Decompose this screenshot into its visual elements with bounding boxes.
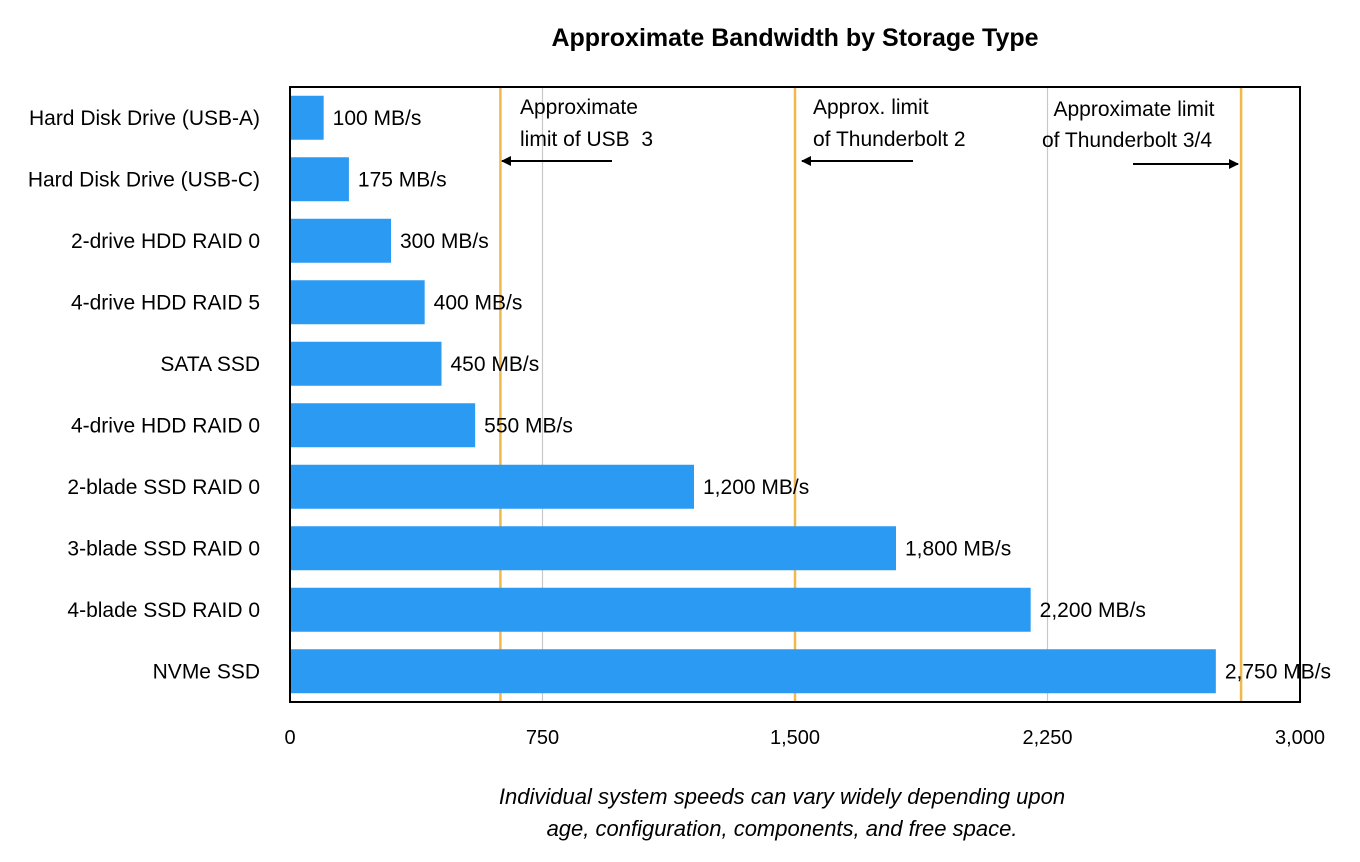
category-label: Hard Disk Drive (USB-C) bbox=[28, 168, 260, 191]
category-label: 4-drive HDD RAID 0 bbox=[71, 414, 260, 437]
category-label: 2-blade SSD RAID 0 bbox=[67, 476, 260, 499]
bar bbox=[291, 341, 442, 386]
bar bbox=[291, 280, 425, 325]
category-label: 4-blade SSD RAID 0 bbox=[67, 599, 260, 622]
bar bbox=[291, 218, 391, 263]
value-label: 300 MB/s bbox=[400, 230, 489, 253]
x-tick-label: 2,250 bbox=[1022, 727, 1072, 749]
category-label: 4-drive HDD RAID 5 bbox=[71, 291, 260, 314]
value-labels: 100 MB/s 175 MB/s 300 MB/s 400 MB/s 450 MB/s… bbox=[333, 107, 1331, 684]
reference-line-label: Approximate bbox=[520, 96, 638, 119]
bar bbox=[291, 526, 896, 571]
category-label: SATA SSD bbox=[160, 353, 260, 376]
footnote-line: Individual system speeds can vary widely… bbox=[499, 784, 1065, 809]
bars bbox=[291, 95, 1216, 694]
bar bbox=[291, 157, 349, 202]
value-label: 1,800 MB/s bbox=[905, 537, 1011, 560]
reference-line-label: Approximate limit bbox=[1053, 98, 1214, 121]
category-label: NVMe SSD bbox=[153, 660, 260, 683]
x-tick-label: 1,500 bbox=[770, 727, 820, 749]
bar bbox=[291, 403, 476, 448]
x-axis-ticks: 0 750 1,500 2,250 3,000 bbox=[284, 727, 1325, 749]
bar bbox=[291, 587, 1031, 632]
value-label: 2,750 MB/s bbox=[1225, 660, 1331, 683]
annotations: Approximate limit of USB 3 Approx. limit of… bbox=[501, 96, 1239, 169]
x-tick-label: 750 bbox=[526, 727, 559, 749]
value-label: 175 MB/s bbox=[358, 168, 447, 191]
value-label: 100 MB/s bbox=[333, 107, 422, 130]
reference-line-label: limit of USB 3 bbox=[520, 128, 653, 151]
x-tick-label: 3,000 bbox=[1275, 727, 1325, 749]
value-label: 2,200 MB/s bbox=[1040, 599, 1146, 622]
bar bbox=[291, 95, 324, 140]
plot-frame bbox=[289, 86, 1301, 703]
value-label: 550 MB/s bbox=[484, 414, 573, 437]
footnote-line: age, configuration, components, and free… bbox=[547, 816, 1018, 841]
footnote: Individual system speeds can vary widely… bbox=[499, 784, 1065, 841]
category-labels: Hard Disk Drive (USB-A) Hard Disk Drive (… bbox=[28, 107, 260, 684]
chart-title: Approximate Bandwidth by Storage Type bbox=[551, 24, 1038, 52]
value-label: 450 MB/s bbox=[451, 353, 540, 376]
bar bbox=[291, 464, 694, 509]
reference-line-label: of Thunderbolt 2 bbox=[813, 128, 966, 151]
category-label: 2-drive HDD RAID 0 bbox=[71, 230, 260, 253]
bar bbox=[291, 649, 1216, 694]
x-tick-label: 0 bbox=[284, 727, 295, 749]
reference-line-label: Approx. limit bbox=[813, 96, 929, 119]
value-label: 400 MB/s bbox=[434, 291, 523, 314]
category-label: 3-blade SSD RAID 0 bbox=[67, 537, 260, 560]
reference-line-label: of Thunderbolt 3/4 bbox=[1042, 129, 1212, 152]
value-label: 1,200 MB/s bbox=[703, 476, 809, 499]
category-label: Hard Disk Drive (USB-A) bbox=[29, 107, 260, 130]
